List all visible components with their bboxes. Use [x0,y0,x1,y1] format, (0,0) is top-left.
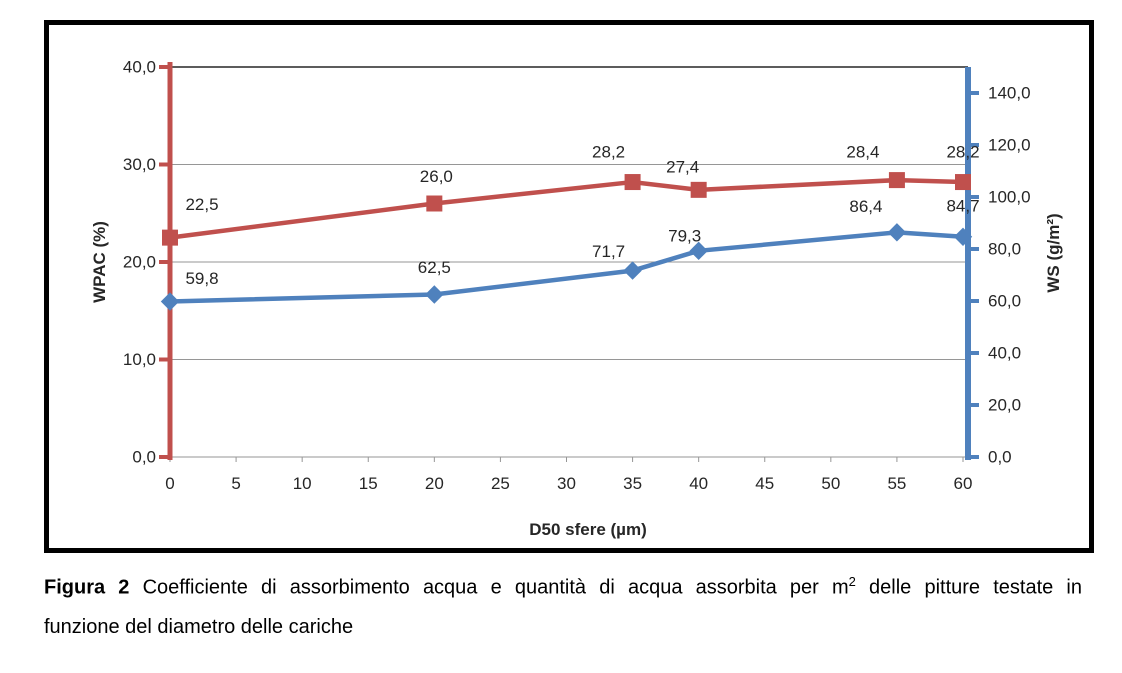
x-tick-label: 35 [623,474,642,493]
marker-square-wpac [888,172,905,189]
marker-square-wpac [690,181,707,198]
right-tick-label: 0,0 [988,448,1012,467]
figure-caption-text: delle pitture testate in [855,576,1082,599]
series-line-ws [169,230,964,304]
x-tick-label: 20 [425,474,444,493]
left-tick-label: 20,0 [123,253,156,272]
left-axis-title: WPAC (%) [90,221,109,303]
data-label-wpac: 28,2 [592,143,625,162]
marker-square-wpac [624,174,641,191]
data-label-wpac: 27,4 [666,157,699,176]
left-tick-label: 0,0 [132,448,156,467]
data-label-ws: 79,3 [668,226,701,245]
data-label-wpac: 22,5 [185,195,218,214]
figure-caption-text: Coefficiente di assorbimento acqua e qua… [129,576,849,599]
figure-caption-line2: funzione del diametro delle cariche [44,616,354,638]
marker-square-wpac [162,229,178,246]
x-tick-label: 40 [689,474,708,493]
data-label-wpac: 28,4 [846,143,879,162]
data-label-wpac: 26,0 [420,167,453,186]
x-tick-label: 45 [755,474,774,493]
marker-square-wpac [955,174,971,191]
figure-caption-label: Figura 2 [44,576,130,599]
left-tick-label: 40,0 [123,58,156,77]
right-tick-label: 100,0 [988,188,1031,207]
series-line-wpac [169,177,964,240]
marker-diamond-ws [623,261,642,280]
marker-diamond-ws [953,227,973,246]
right-tick-label: 40,0 [988,344,1021,363]
marker-diamond-ws [160,292,180,311]
x-tick-label: 30 [557,474,576,493]
x-tick-label: 50 [821,474,840,493]
x-tick-label: 5 [231,474,240,493]
x-tick-label: 10 [293,474,312,493]
right-tick-label: 120,0 [988,136,1031,155]
left-tick-label: 10,0 [123,350,156,369]
data-label-ws: 59,8 [185,269,218,288]
right-tick-label: 20,0 [988,396,1021,415]
right-tick-label: 140,0 [988,84,1031,103]
data-label-ws: 86,4 [849,197,882,216]
right-tick-label: 80,0 [988,240,1021,259]
chart-figure-border: 0 5 10 15 20 25 30 35 40 45 50 55 60 0,0 10,0 20,0 30,0 4… [44,20,1094,553]
marker-diamond-ws [887,223,907,242]
marker-diamond-ws [689,241,708,261]
line-chart: 0 5 10 15 20 25 30 35 40 45 50 55 60 0,0 10,0 20,0 30,0 4… [90,58,1063,540]
right-axis-title: WS (g/m²) [1044,213,1063,292]
x-axis-title: D50 sfere (µm) [529,520,647,539]
x-tick-label: 15 [359,474,378,493]
right-tick-label: 60,0 [988,292,1021,311]
figure-caption-superscript: 2 [848,574,856,589]
data-label-ws: 62,5 [418,258,451,277]
x-tick-label: 55 [887,474,906,493]
marker-square-wpac [426,195,443,212]
x-tick-label: 60 [954,474,973,493]
data-label-ws: 71,7 [592,242,625,261]
x-tick-label: 0 [165,474,174,493]
left-tick-label: 30,0 [123,155,156,174]
data-label-ws: 84,7 [946,196,979,215]
data-label-wpac: 28,2 [946,143,979,162]
figure-caption-line1: Figura 2 Coefficiente di assorbimento ac… [44,570,1082,600]
marker-diamond-ws [425,285,444,304]
x-tick-label: 25 [491,474,510,493]
